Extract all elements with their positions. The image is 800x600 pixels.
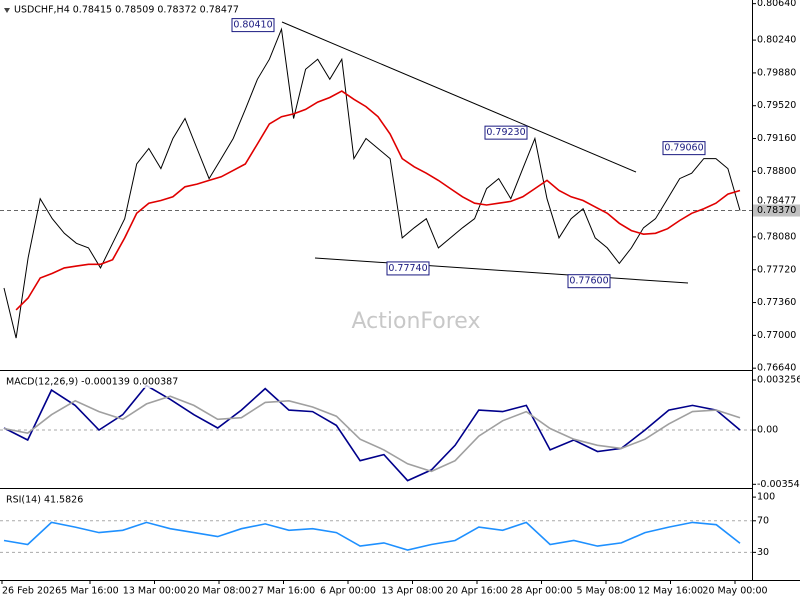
- y-tick-label: 0.00: [757, 425, 778, 436]
- series-line: [3, 384, 741, 482]
- annotation-label: 0.80410: [233, 20, 272, 31]
- x-tick-label: 12 May 16:00: [638, 586, 703, 597]
- price-marker-label: 0.78370: [757, 205, 796, 216]
- panel-title: MACD(12,26,9) -0.000139 0.000387: [6, 377, 178, 388]
- annotation-box: [231, 18, 275, 33]
- x-tick-label: 13 Mar 00:00: [123, 586, 186, 597]
- annotation-box: [484, 125, 528, 140]
- annotation-label: 0.79060: [664, 143, 703, 154]
- y-tick-label: 0.78800: [757, 166, 796, 177]
- panel-title-bg: [12, 3, 252, 16]
- y-tick-label: 0.80640: [757, 0, 796, 9]
- x-tick-label: 26 Feb 2026: [2, 586, 61, 597]
- symbol-icon: [4, 8, 10, 13]
- y-tick-label: 0.78080: [757, 231, 796, 242]
- x-tick-label: 5 Mar 16:00: [61, 586, 118, 597]
- annotation-label: 0.79230: [486, 127, 525, 138]
- x-tick-label: 27 Mar 16:00: [252, 586, 315, 597]
- trendline: [281, 21, 637, 173]
- annotation-box: [386, 261, 430, 276]
- series-line: [15, 90, 741, 311]
- x-tick-label: 13 Apr 08:00: [382, 586, 444, 597]
- panel-frame: [0, 0, 800, 581]
- panel-title-bg: [4, 493, 78, 506]
- panel-title-bg: [4, 375, 164, 388]
- annotation-box: [567, 274, 611, 289]
- series-line: [3, 521, 741, 551]
- price-marker-box: [753, 204, 800, 217]
- y-tick-label: -0.00354: [757, 479, 800, 490]
- y-tick-label: 0.80240: [757, 35, 796, 46]
- y-tick-label: 0.77720: [757, 264, 796, 275]
- y-tick-label: 0.76640: [757, 363, 796, 374]
- x-tick-label: 28 Apr 00:00: [511, 586, 573, 597]
- x-tick-label: 20 Apr 16:00: [446, 586, 508, 597]
- y-tick-label: 0.003256: [757, 375, 800, 386]
- price-marker-label: 0.78477: [757, 195, 796, 206]
- y-tick-label: 0.77360: [757, 297, 796, 308]
- annotation-label: 0.77740: [388, 263, 427, 274]
- y-tick-label: 100: [757, 492, 775, 503]
- y-tick-label: 0.79520: [757, 100, 796, 111]
- x-tick-label: 20 May 00:00: [702, 586, 767, 597]
- annotation-label: 0.77600: [569, 276, 608, 287]
- series-line: [3, 27, 741, 339]
- panel-title: USDCHF,H4 0.78415 0.78509 0.78372 0.7847…: [14, 5, 239, 16]
- y-tick-label: 0.79880: [757, 67, 796, 78]
- y-tick-label: 0.79160: [757, 133, 796, 144]
- annotation-box: [662, 141, 706, 156]
- x-tick-label: 6 Apr 00:00: [320, 586, 376, 597]
- y-tick-label: 0.77000: [757, 330, 796, 341]
- x-tick-label: 5 May 08:00: [576, 586, 635, 597]
- x-tick-label: 20 Mar 08:00: [187, 586, 250, 597]
- y-tick-label: 30: [757, 547, 769, 558]
- trendline: [314, 257, 689, 284]
- y-tick-label: 70: [757, 515, 769, 526]
- panel-title: RSI(14) 41.5826: [6, 495, 83, 506]
- watermark: ActionForex: [352, 309, 481, 334]
- series-line: [3, 395, 741, 473]
